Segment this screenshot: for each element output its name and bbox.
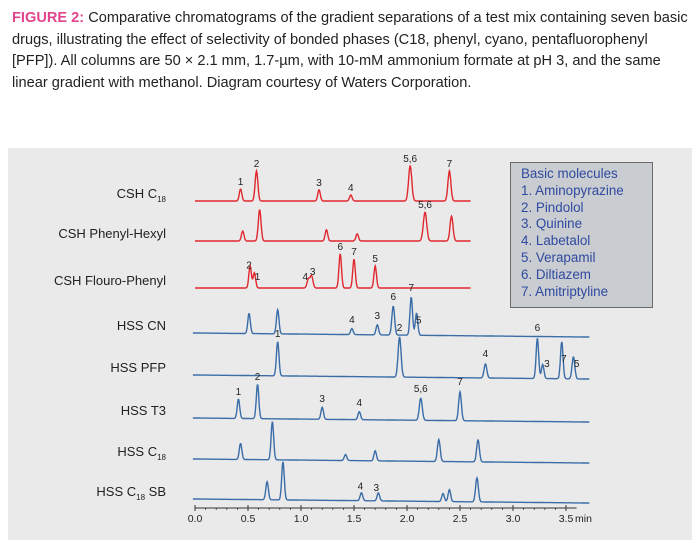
peak-label-3-1: 2: [246, 260, 252, 271]
peak-label-1-3: 3: [316, 178, 322, 189]
legend-item-7: 7. Amitriptyline: [521, 283, 609, 299]
peak-label-4-5: 5: [416, 316, 422, 327]
x-tick-label-1: 0.5: [241, 513, 256, 525]
peak-label-1-4: 4: [348, 183, 354, 194]
trace-3: [195, 253, 471, 289]
x-tick-label-4: 2.0: [400, 513, 415, 525]
series-label-1: CSH C18: [117, 186, 167, 204]
series-label-3: CSH Flouro-Phenyl: [54, 273, 166, 288]
x-tick-label-7: 3.5: [559, 513, 574, 525]
peak-label-2-1: 5,6: [418, 200, 432, 211]
peak-label-4-2: 3: [375, 311, 381, 322]
trace-4: [192, 297, 590, 338]
chart-panel: CSH C18 1 2 3 4 5,6 7 CSH Phenyl-Hexyl 5,6 CSH Fl…: [8, 148, 692, 540]
peak-label-5-6: 7: [561, 354, 567, 365]
peak-label-6-5: 5,6: [414, 384, 428, 395]
legend-box: Basic molecules 1. Aminopyrazine 2. Pind…: [510, 162, 653, 308]
peak-label-1-1: 1: [238, 177, 244, 188]
peak-label-3-2: 1: [255, 272, 261, 283]
peak-label-5-1: 1: [275, 329, 281, 340]
series-label-5: HSS PFP: [110, 360, 166, 375]
trace-2: [195, 209, 471, 242]
trace-6: [192, 384, 590, 423]
peak-label-3-7: 5: [372, 254, 378, 265]
series-label-2: CSH Phenyl-Hexyl: [58, 226, 166, 241]
peak-label-4-3: 6: [390, 292, 396, 303]
x-tick-label-2: 1.0: [294, 513, 309, 525]
trace-1: [195, 165, 471, 202]
trace-7: [192, 421, 590, 464]
peak-label-5-5: 3: [544, 359, 550, 370]
peak-label-3-6: 7: [351, 247, 357, 258]
peak-label-4-4: 7: [408, 283, 414, 294]
peak-label-8-1: 4: [358, 481, 364, 492]
peak-label-5-2: 2: [397, 323, 403, 334]
peak-label-6-6: 7: [457, 377, 463, 388]
series-label-8: HSS C18 SB: [96, 484, 166, 502]
peak-label-6-4: 4: [357, 398, 363, 409]
legend-item-3: 3. Quinine: [521, 216, 583, 232]
legend-item-4: 4. Labetalol: [521, 233, 591, 249]
peak-label-4-1: 4: [349, 315, 355, 326]
peak-label-6-3: 3: [319, 394, 325, 405]
x-tick-label-6: 3.0: [506, 513, 521, 525]
x-tick-label-5: 2.5: [453, 513, 468, 525]
trace-5: [192, 336, 590, 380]
legend-item-2: 2. Pindolol: [521, 199, 584, 215]
series-label-4: HSS CN: [117, 318, 166, 333]
x-tick-label-3: 1.5: [347, 513, 362, 525]
legend-item-5: 5. Verapamil: [521, 249, 596, 265]
peak-label-5-3: 4: [483, 349, 489, 360]
legend-item-6: 6. Diltiazem: [521, 266, 591, 282]
caption-text: Comparative chromatograms of the gradien…: [12, 10, 688, 91]
legend-item-1: 1. Aminopyrazine: [521, 182, 624, 198]
figure-caption: FIGURE 2: Comparative chromatograms of t…: [12, 8, 688, 94]
peak-label-6-2: 2: [255, 372, 261, 383]
x-tick-label-0: 0.0: [188, 513, 203, 525]
peak-label-1-2: 2: [254, 159, 260, 170]
peak-label-1-5: 5,6: [403, 154, 417, 165]
peak-label-3-3: 4: [302, 272, 308, 283]
peak-label-1-6: 7: [447, 159, 453, 170]
series-label-6: HSS T3: [121, 403, 166, 418]
x-axis-unit: min: [575, 513, 592, 525]
peak-label-5-7: 5: [574, 359, 580, 370]
peak-label-5-4: 6: [535, 323, 541, 334]
peak-label-3-4: 3: [310, 267, 316, 278]
peak-label-3-5: 6: [337, 242, 343, 253]
legend-title: Basic molecules: [521, 166, 618, 181]
figure-label: FIGURE 2:: [12, 10, 85, 26]
trace-8: [192, 461, 590, 504]
peak-label-8-2: 3: [373, 483, 379, 494]
peak-label-6-1: 1: [236, 387, 242, 398]
series-label-7: HSS C18: [117, 444, 166, 462]
